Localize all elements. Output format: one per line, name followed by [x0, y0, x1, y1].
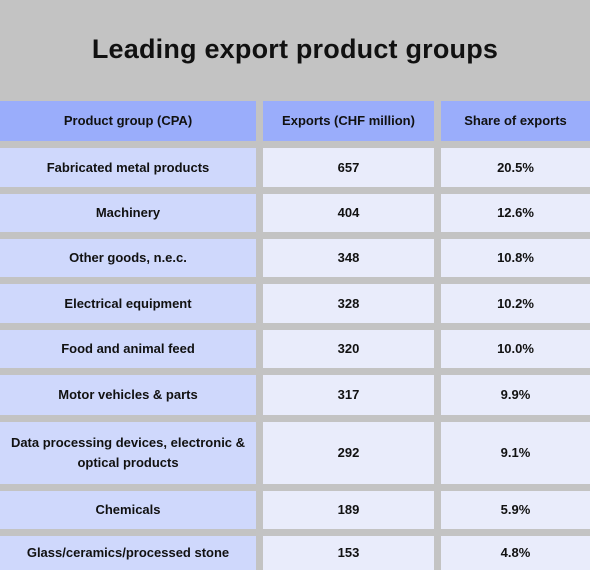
product-group-cell: Fabricated metal products: [0, 148, 256, 187]
table-row: Chemicals 189 5.9%: [0, 491, 590, 529]
share-value-cell: 10.2%: [441, 284, 590, 323]
share-value-cell: 5.9%: [441, 491, 590, 529]
table-row: Food and animal feed 320 10.0%: [0, 330, 590, 368]
share-value-cell: 20.5%: [441, 148, 590, 187]
share-value-cell: 10.8%: [441, 239, 590, 277]
column-header-exports: Exports (CHF million): [263, 101, 434, 141]
exports-value-cell: 153: [263, 536, 434, 570]
table-row: Machinery 404 12.6%: [0, 194, 590, 232]
exports-value-cell: 292: [263, 422, 434, 484]
table-header-row: Product group (CPA) Exports (CHF million…: [0, 101, 590, 141]
product-group-cell: Chemicals: [0, 491, 256, 529]
exports-value-cell: 320: [263, 330, 434, 368]
product-group-cell: Food and animal feed: [0, 330, 256, 368]
table-row: Electrical equipment 328 10.2%: [0, 284, 590, 323]
product-group-cell: Electrical equipment: [0, 284, 256, 323]
exports-value-cell: 348: [263, 239, 434, 277]
chart-title: Leading export product groups: [91, 34, 499, 64]
share-value-cell: 9.1%: [441, 422, 590, 484]
product-group-cell: Motor vehicles & parts: [0, 375, 256, 415]
exports-value-cell: 657: [263, 148, 434, 187]
product-group-cell: Glass/ceramics/processed stone: [0, 536, 256, 570]
exports-value-cell: 189: [263, 491, 434, 529]
table-row: Data processing devices, electronic & op…: [0, 422, 590, 484]
product-group-cell: Other goods, n.e.c.: [0, 239, 256, 277]
share-value-cell: 4.8%: [441, 536, 590, 570]
product-group-cell: Data processing devices, electronic & op…: [0, 422, 256, 484]
exports-value-cell: 328: [263, 284, 434, 323]
table-row: Glass/ceramics/processed stone 153 4.8%: [0, 536, 590, 570]
share-value-cell: 12.6%: [441, 194, 590, 232]
table-row: Other goods, n.e.c. 348 10.8%: [0, 239, 590, 277]
share-value-cell: 10.0%: [441, 330, 590, 368]
share-value-cell: 9.9%: [441, 375, 590, 415]
column-header-share: Share of exports: [441, 101, 590, 141]
exports-value-cell: 404: [263, 194, 434, 232]
column-header-product-group: Product group (CPA): [0, 101, 256, 141]
exports-value-cell: 317: [263, 375, 434, 415]
table-row: Fabricated metal products 657 20.5%: [0, 148, 590, 187]
table-row: Motor vehicles & parts 317 9.9%: [0, 375, 590, 415]
product-group-cell: Machinery: [0, 194, 256, 232]
